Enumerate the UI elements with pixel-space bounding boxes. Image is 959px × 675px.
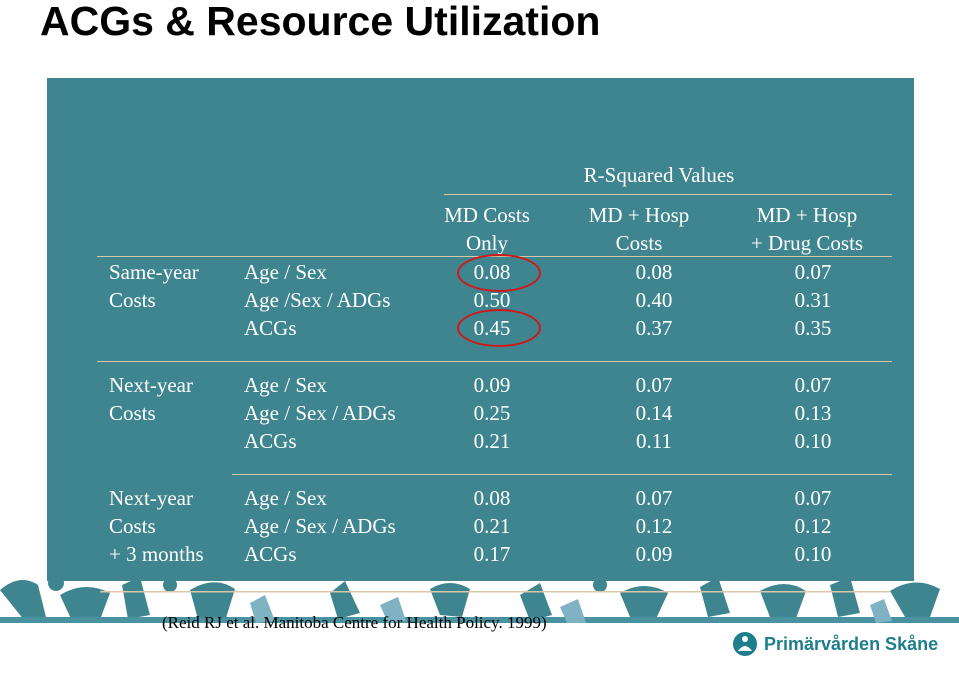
- cell-value: 0.07: [794, 486, 832, 510]
- cell-value: 0.31: [794, 288, 832, 312]
- results-table-panel: R-Squared Values MD Costs Only MD + Hosp C…: [47, 78, 914, 581]
- cell-value: 0.50: [473, 288, 511, 312]
- values-next-year-md-hosp: 0.07 0.14 0.11: [609, 371, 699, 455]
- organization-logo: Primärvården Skåne: [732, 631, 938, 657]
- group-models-next-year-3m: Age / Sex Age / Sex / ADGs ACGs: [244, 484, 396, 568]
- group-models-next-year: Age / Sex Age / Sex / ADGs ACGs: [244, 371, 396, 455]
- cell-value: 0.37: [635, 316, 673, 340]
- values-next-year-md: 0.09 0.25 0.21: [447, 371, 537, 455]
- cell-value: 0.07: [794, 260, 832, 284]
- cell-value: 0.14: [635, 401, 673, 425]
- highlight-circle: [457, 254, 541, 292]
- super-header-rule: [444, 194, 892, 195]
- values-next-year-3m-md: 0.08 0.21 0.17: [447, 484, 537, 568]
- super-header: R-Squared Values: [583, 163, 735, 187]
- cell-value: 0.10: [794, 429, 832, 453]
- slide-title: ACGs & Resource Utilization: [40, 0, 601, 44]
- cell-value: 0.12: [635, 514, 673, 538]
- col-header-md-costs: MD Costs Only: [444, 203, 530, 255]
- model-label: Age / Sex: [244, 486, 327, 510]
- group-rule: [97, 361, 892, 362]
- values-next-year-3m-md-hosp-drug: 0.07 0.12 0.10: [768, 484, 858, 568]
- cell-value: 0.09: [473, 373, 511, 397]
- cell-value: 0.25: [473, 401, 511, 425]
- cell-value: 0.35: [794, 316, 832, 340]
- group-models-same-year: Age / Sex Age /Sex / ADGs ACGs: [244, 258, 390, 342]
- cell-value: 0.17: [473, 542, 511, 566]
- highlight-circle: [457, 309, 541, 347]
- model-label: Age / Sex: [244, 373, 327, 397]
- group-label-next-year-3m: Next-year Costs + 3 months: [109, 486, 204, 566]
- cell-value: 0.08: [473, 486, 511, 510]
- model-label: Age /Sex / ADGs: [244, 288, 391, 312]
- cell-value: 0.07: [635, 486, 673, 510]
- citation-text: (Reid RJ et al. Manitoba Centre for Heal…: [162, 613, 547, 632]
- cell-value: 0.08: [635, 260, 673, 284]
- cell-value: 0.07: [794, 373, 832, 397]
- cell-value: 0.11: [636, 429, 672, 453]
- cell-value: 0.21: [473, 514, 511, 538]
- model-label: ACGs: [244, 316, 297, 340]
- model-label: ACGs: [244, 542, 297, 566]
- col-header-md-hosp-drug: MD + Hosp + Drug Costs: [750, 203, 864, 255]
- values-same-year-md-hosp: 0.08 0.40 0.37: [609, 258, 699, 342]
- cell-value: 0.13: [794, 401, 832, 425]
- cell-value: 0.07: [635, 373, 673, 397]
- group-rule: [232, 474, 892, 475]
- col-header-md-hosp: MD + Hosp Costs: [588, 203, 690, 255]
- cell-value: 0.10: [794, 542, 832, 566]
- values-next-year-md-hosp-drug: 0.07 0.13 0.10: [768, 371, 858, 455]
- cell-value: 0.40: [635, 288, 673, 312]
- model-label: Age / Sex / ADGs: [244, 401, 396, 425]
- cell-value: 0.09: [635, 542, 673, 566]
- group-label-same-year: Same-year Costs: [109, 260, 199, 312]
- model-label: Age / Sex / ADGs: [244, 514, 396, 538]
- cell-value: 0.12: [794, 514, 832, 538]
- region-skane-logo-icon: [733, 632, 757, 656]
- model-label: Age / Sex: [244, 260, 327, 284]
- decorative-figures-banner: [0, 575, 959, 675]
- logo-text: Primärvården Skåne: [764, 633, 939, 654]
- model-label: ACGs: [244, 429, 297, 453]
- cell-value: 0.21: [473, 429, 511, 453]
- group-label-next-year: Next-year Costs: [109, 373, 193, 425]
- values-same-year-md-hosp-drug: 0.07 0.31 0.35: [768, 258, 858, 342]
- values-next-year-3m-md-hosp: 0.07 0.12 0.09: [609, 484, 699, 568]
